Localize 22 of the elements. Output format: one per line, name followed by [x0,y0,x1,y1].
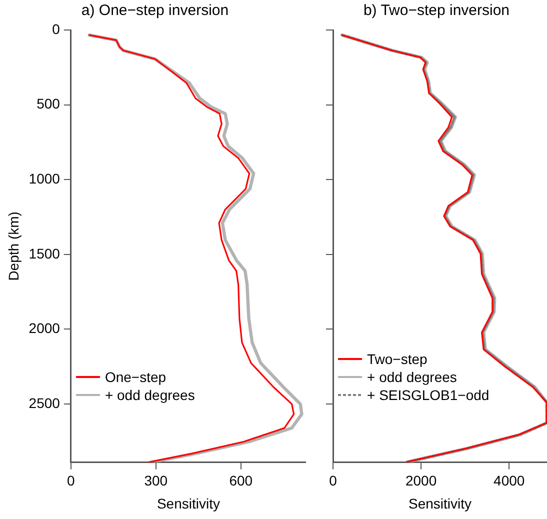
legend-label: Two−step [367,350,428,368]
x-tick-label: 2000 [405,472,437,489]
legend-label: + SEISGLOB1−odd [367,386,490,404]
x-axis-title: Sensitivity [408,495,472,512]
x-tick-label: 0 [329,472,338,489]
x-tick-label: 300 [144,472,168,489]
y-tick-label: 2500 [28,394,60,411]
x-tick-label: 0 [67,472,76,489]
y-tick-label: 1000 [28,170,60,186]
chart-title: a) One−step inversion [81,2,229,20]
y-tick-label: 500 [36,96,60,112]
x-axis-title: Sensitivity [156,495,220,512]
legend-label: + odd degrees [367,368,457,386]
y-tick-label: 2000 [28,320,60,336]
x-tick-label: 4000 [494,472,525,489]
legend-label: + odd degrees [104,386,195,404]
x-tick-label: 600 [229,472,253,489]
legend-label: One−step [104,368,166,386]
chart-title: b) Two−step inversion [363,2,510,20]
y-axis-title: Depth (km) [5,212,22,281]
y-tick-label: 0 [52,20,60,37]
y-tick-label: 1500 [28,245,60,262]
